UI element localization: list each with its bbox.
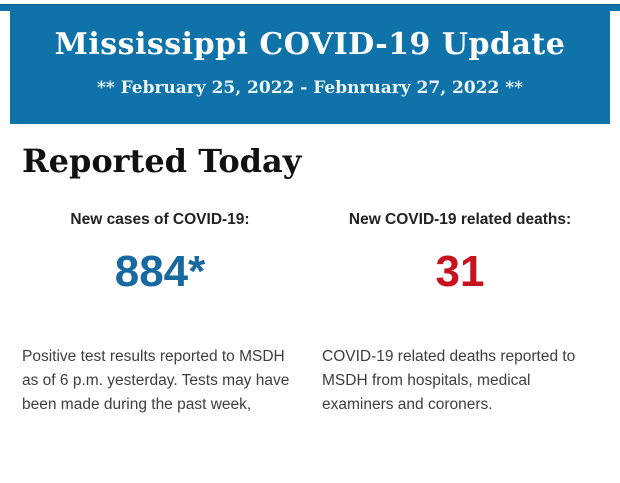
deaths-value: 31 [435,247,485,296]
stat-card-new-cases: New cases of COVID-19: 884* Positive tes… [22,210,298,417]
page-title: Mississippi COVID-19 Update [54,27,566,62]
new-cases-value: 884* [114,247,206,296]
stat-card-deaths: New COVID-19 related deaths: 31 COVID-19… [322,210,598,417]
deaths-description: COVID-19 related deaths reported to MSDH… [322,348,576,413]
date-range: ** February 25, 2022 - Febnruary 27, 202… [96,78,524,98]
new-cases-label: New cases of COVID-19: [70,211,250,228]
deaths-label: New COVID-19 related deaths: [348,211,572,228]
new-cases-description: Positive test results reported to MSDH a… [22,348,290,413]
section-title: Reported Today [22,142,302,180]
header-banner: Mississippi COVID-19 Update ** February … [10,11,610,124]
top-border-stripe [0,4,620,11]
main-content: Reported Today New cases of COVID-19: 88… [0,141,620,417]
stats-row: New cases of COVID-19: 884* Positive tes… [22,210,598,417]
